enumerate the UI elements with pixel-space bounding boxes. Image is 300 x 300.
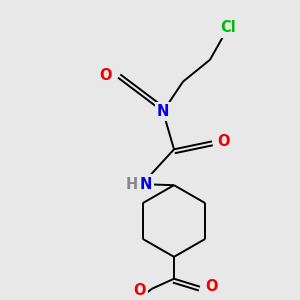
Text: O: O: [218, 134, 230, 149]
Text: N: N: [140, 177, 152, 192]
Text: N: N: [157, 104, 169, 119]
Text: O: O: [134, 283, 146, 298]
Text: H: H: [126, 177, 138, 192]
Text: Cl: Cl: [220, 20, 236, 35]
Text: O: O: [206, 279, 218, 294]
Text: O: O: [100, 68, 112, 83]
